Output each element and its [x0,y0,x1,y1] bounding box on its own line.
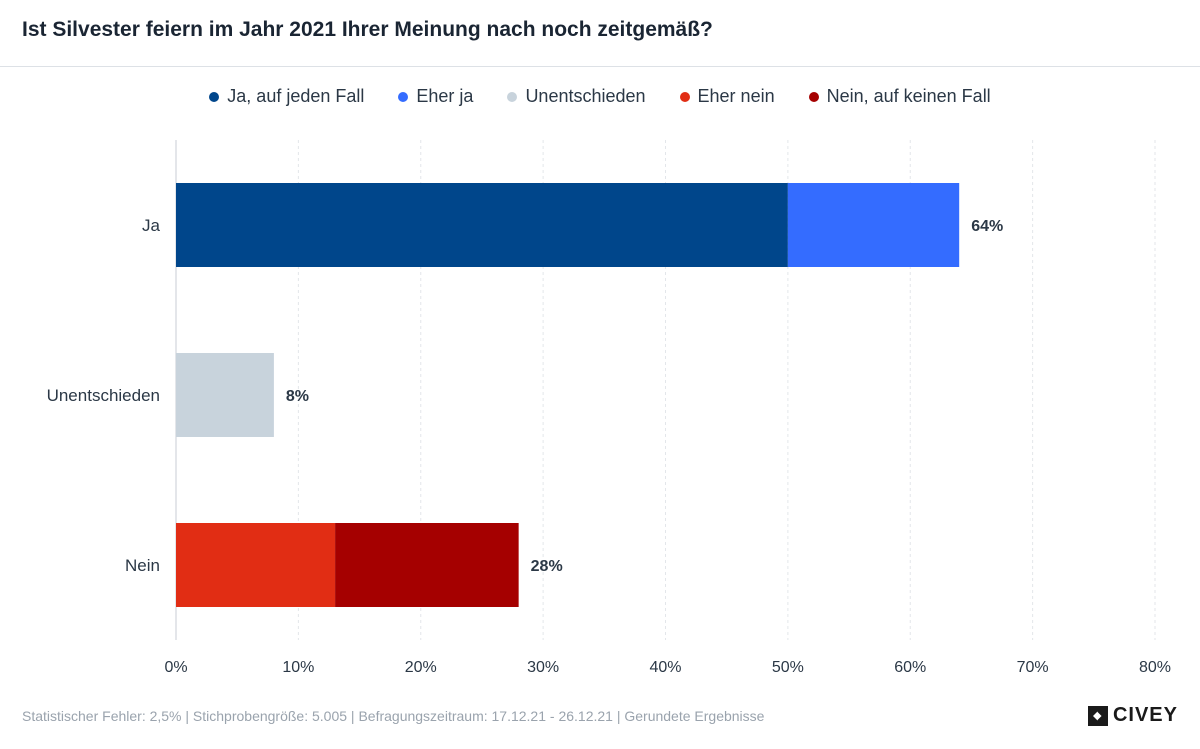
x-tick-label: 20% [405,659,437,676]
chart-legend: Ja, auf jeden Fall Eher ja Unentschieden Eh… [0,86,1200,107]
legend-item: Eher nein [679,86,775,107]
category-label: Ja [142,216,161,235]
chart-title: Ist Silvester feiern im Jahr 2021 Ihrer … [22,18,713,41]
legend-item: Unentschieden [507,86,646,107]
civey-logo: CIVEY [1087,704,1178,727]
bar-chart: 0% 10% 20% 30% 40% 50% 60% 70% 80% Ja 64% Unentschi… [47,140,1171,676]
bar-segment [787,183,960,267]
x-tick-label: 0% [164,659,187,676]
x-tick-label: 80% [1139,659,1171,676]
bar-segment [335,523,519,607]
bar-segment [176,523,336,607]
brand-name: CIVEY [1112,704,1178,726]
x-tick-label: 10% [282,659,314,676]
legend-dot-icon [209,91,220,102]
x-tick-label: 50% [772,659,804,676]
legend-label: Eher ja [416,86,474,106]
header-divider [0,66,1200,67]
x-tick-label: 60% [894,659,926,676]
legend-dot-icon [679,91,690,102]
x-tick-label: 40% [649,659,681,676]
legend-label: Nein, auf keinen Fall [826,86,991,106]
x-tick-label: 30% [527,659,559,676]
legend-dot-icon [808,91,819,102]
category-label: Nein [125,556,160,575]
legend-label: Eher nein [697,86,775,106]
category-label: Unentschieden [47,386,160,405]
data-label: 64% [971,218,1003,235]
civey-logo-icon [1087,705,1108,726]
bar-segment [176,353,274,437]
legend-item: Eher ja [398,86,473,107]
legend-dot-icon [507,91,518,102]
x-tick-label: 70% [1017,659,1049,676]
legend-label: Ja, auf jeden Fall [227,86,365,106]
bar-segment [176,183,788,267]
legend-item: Ja, auf jeden Fall [209,86,364,107]
legend-item: Nein, auf keinen Fall [808,86,991,107]
legend-label: Unentschieden [525,86,646,106]
legend-dot-icon [398,91,409,102]
data-label: 8% [286,388,309,405]
footer-note: Statistischer Fehler: 2,5% | Stichproben… [22,708,765,724]
data-label: 28% [531,558,563,575]
